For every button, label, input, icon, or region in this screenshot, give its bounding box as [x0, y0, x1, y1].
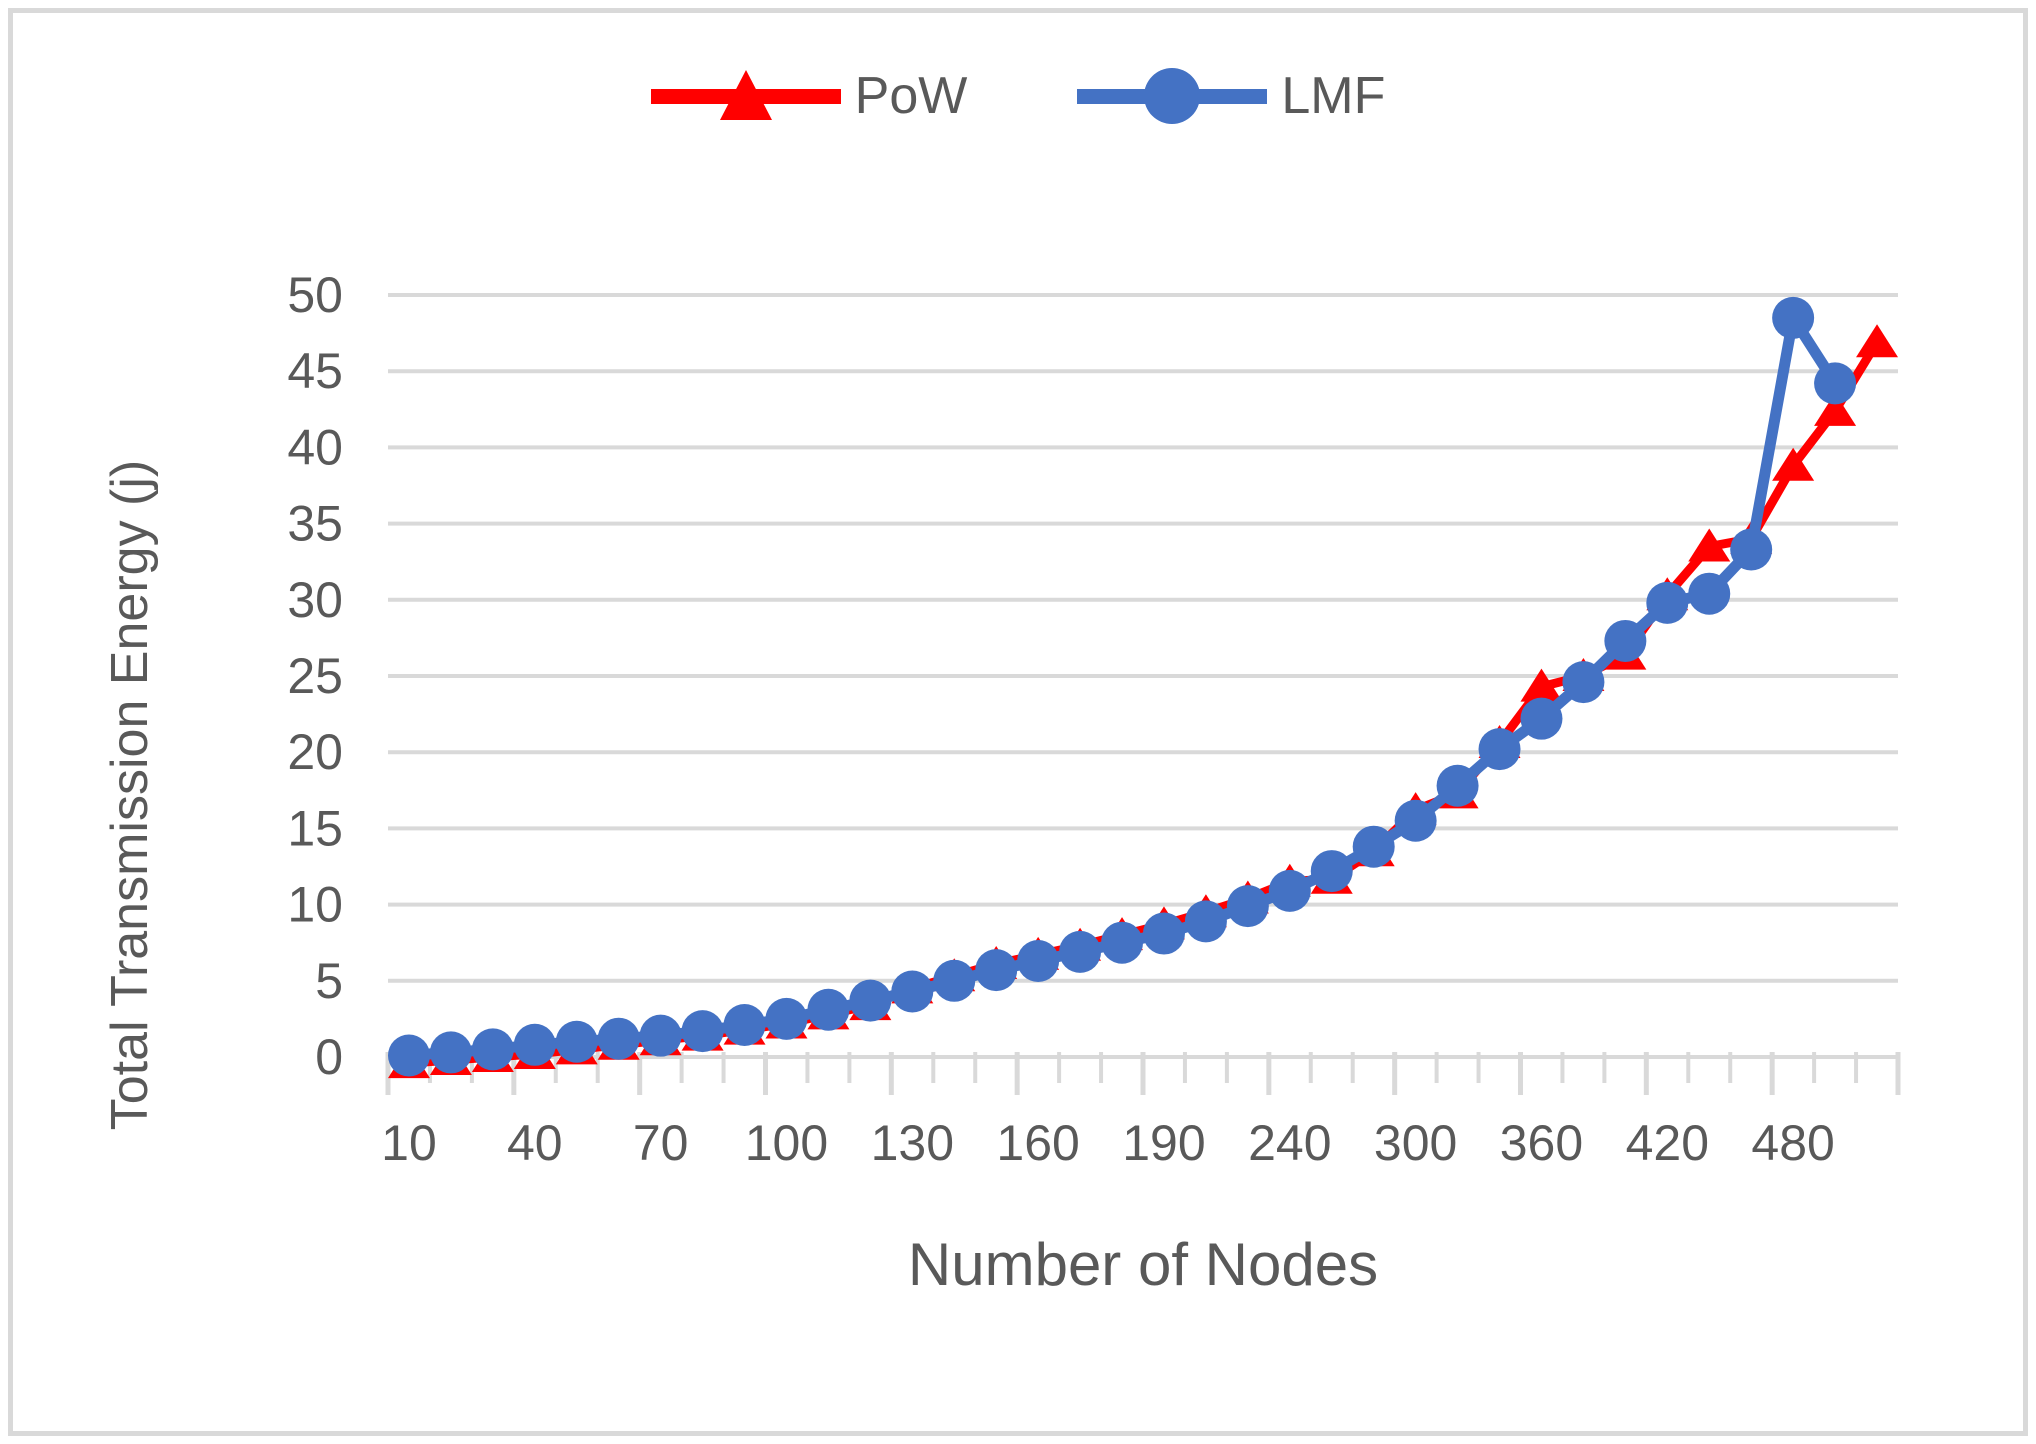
y-tick-label-35: 35	[287, 496, 343, 552]
pow-line	[404, 337, 1882, 1068]
lmf-data-point-circle	[975, 949, 1018, 992]
lmf-data-point-circle	[933, 959, 976, 1002]
x-tick-label-360: 360	[1500, 1115, 1583, 1171]
lmf-data-point-circle	[555, 1020, 598, 1063]
lmf-data-point-circle	[723, 1003, 766, 1046]
x-tick-label-10: 10	[381, 1115, 437, 1171]
chart-outer-border	[8, 8, 2028, 1436]
pow-data-point-triangle	[1520, 668, 1563, 702]
lmf-data-point-circle	[1101, 921, 1144, 964]
lmf-data-point-circle	[1059, 930, 1102, 973]
legend-label-lmf: LMF	[1281, 67, 1386, 125]
x-tick-label-100: 100	[745, 1115, 828, 1171]
y-tick-label-25: 25	[287, 648, 343, 704]
lmf-data-point-circle	[1520, 697, 1563, 740]
lmf-data-point-circle	[1017, 939, 1060, 982]
lmf-data-point-circle	[471, 1028, 514, 1071]
pow-line-triangle-swatch-icon	[650, 68, 841, 124]
lmf-data-point-circle	[891, 970, 934, 1013]
lmf-data-point-circle	[1394, 799, 1437, 842]
y-tick-label-5: 5	[315, 953, 343, 1009]
lmf-data-point-circle	[1352, 825, 1395, 868]
lmf-data-point-circle	[765, 997, 808, 1040]
legend-item-pow: PoW	[650, 67, 968, 125]
triangle-marker-icon	[719, 70, 772, 120]
pow-data-point-triangle	[1814, 392, 1857, 426]
lmf-data-point-circle	[1814, 362, 1857, 405]
circle-marker-icon	[1144, 68, 1201, 124]
lmf-data-point-circle	[1436, 764, 1479, 807]
lmf-data-point-circle	[681, 1010, 724, 1053]
x-tick-label-190: 190	[1122, 1115, 1205, 1171]
legend-label-pow: PoW	[854, 67, 968, 125]
lmf-data-point-circle	[429, 1031, 472, 1074]
x-tick-label-480: 480	[1751, 1115, 1834, 1171]
pow-data-point-triangle	[1856, 324, 1899, 358]
pow-data-point-triangle	[1688, 528, 1731, 562]
series-lmf	[387, 296, 1857, 1077]
lmf-data-point-circle	[1310, 850, 1353, 893]
lmf-data-point-circle	[1730, 528, 1773, 571]
x-tick-label-420: 420	[1626, 1115, 1709, 1171]
y-tick-label-20: 20	[287, 724, 343, 780]
x-tick-label-240: 240	[1248, 1115, 1331, 1171]
lmf-data-point-circle	[807, 988, 850, 1031]
lmf-data-point-circle	[387, 1034, 430, 1077]
lmf-data-point-circle	[597, 1017, 640, 1060]
lmf-data-point-circle	[1478, 728, 1521, 771]
y-tick-label-30: 30	[287, 572, 343, 628]
lmf-data-point-circle	[513, 1023, 556, 1066]
lmf-data-point-circle	[1142, 912, 1185, 955]
x-tick-label-130: 130	[871, 1115, 954, 1171]
lmf-data-point-circle	[1562, 661, 1605, 704]
y-tick-label-10: 10	[287, 877, 343, 933]
y-tick-label-50: 50	[287, 267, 343, 323]
lmf-data-point-circle	[849, 979, 892, 1022]
lmf-data-point-circle	[1688, 572, 1731, 615]
lmf-data-point-circle	[1184, 900, 1227, 943]
x-tick-label-70: 70	[633, 1115, 689, 1171]
x-tick-label-300: 300	[1374, 1115, 1457, 1171]
chart-legend: PoW LMF	[0, 68, 2036, 124]
x-axis-title: Number of Nodes	[907, 1231, 1379, 1298]
legend-item-lmf: LMF	[1077, 68, 1385, 124]
y-axis-title: Total Transmission Energy (j)	[101, 459, 159, 1131]
pow-data-point-triangle	[1772, 447, 1815, 481]
x-tick-label-160: 160	[996, 1115, 1079, 1171]
y-tick-label-0: 0	[315, 1029, 343, 1085]
lmf-data-point-circle	[1268, 869, 1311, 912]
y-tick-label-45: 45	[287, 343, 343, 399]
lmf-data-point-circle	[1646, 581, 1689, 624]
lmf-data-point-circle	[639, 1014, 682, 1057]
lmf-line-circle-swatch-icon	[1077, 68, 1268, 124]
y-tick-label-40: 40	[287, 419, 343, 475]
lmf-data-point-circle	[1226, 885, 1269, 928]
series-pow	[387, 324, 1899, 1079]
y-tick-label-15: 15	[287, 800, 343, 856]
lmf-data-point-circle	[1604, 619, 1647, 662]
lmf-data-point-circle	[1772, 296, 1815, 339]
x-tick-label-40: 40	[507, 1115, 563, 1171]
